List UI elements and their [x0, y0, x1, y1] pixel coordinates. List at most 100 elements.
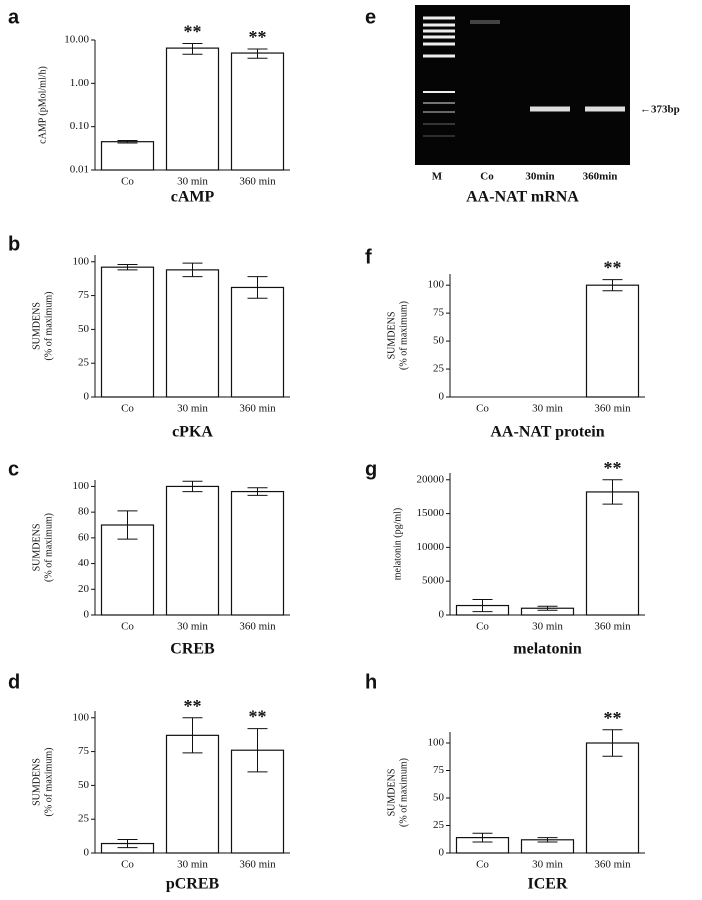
- lane-label: 30min: [525, 171, 554, 183]
- error-bar: [247, 487, 268, 496]
- y-tick-label: 100: [428, 279, 445, 291]
- bar: [230, 490, 285, 616]
- error-bar: [472, 598, 493, 613]
- error-bar: [117, 139, 138, 144]
- panel-letter: e: [365, 6, 376, 28]
- x-tick-label: 360 min: [239, 176, 276, 188]
- gel-image: [415, 5, 630, 165]
- y-tick-label: 25: [433, 819, 445, 831]
- y-tick-label: 75: [433, 764, 445, 776]
- y-tick-label: 25: [78, 813, 90, 825]
- error-bar: [602, 729, 623, 757]
- panel-letter: a: [8, 6, 20, 28]
- bar: [100, 524, 155, 616]
- y-tick-label: 25: [433, 363, 445, 375]
- y-axis-label: (% of maximum): [398, 758, 409, 827]
- bar: [585, 491, 640, 616]
- y-tick-label: 10000: [417, 541, 445, 553]
- y-tick-label: 100: [428, 737, 445, 749]
- significance-marker: **: [249, 27, 267, 47]
- y-tick-label: 100: [73, 711, 90, 723]
- ladder: [423, 16, 455, 137]
- bar: [100, 266, 155, 398]
- y-tick-label: 0: [439, 847, 445, 859]
- bar: [165, 734, 220, 854]
- y-axis-label: (% of maximum): [398, 301, 409, 370]
- error-bar: [602, 279, 623, 292]
- y-tick-label: 0: [84, 847, 90, 859]
- y-tick-label: 25: [78, 357, 90, 369]
- x-tick-label: 30 min: [177, 403, 208, 415]
- y-tick-label: 50: [433, 335, 445, 347]
- significance-marker: **: [604, 708, 622, 728]
- chart-title: cPKA: [172, 424, 213, 441]
- bar: [585, 284, 640, 398]
- error-bar: [537, 605, 558, 611]
- x-tick-label: Co: [121, 621, 134, 633]
- y-tick-label: 15000: [417, 507, 445, 519]
- bar: [230, 286, 285, 398]
- error-bar: [182, 43, 203, 55]
- error-bar: [182, 480, 203, 493]
- x-tick-label: Co: [121, 859, 134, 871]
- bar: [230, 52, 285, 171]
- y-axis-label: (% of maximum): [43, 292, 54, 361]
- panel-letter: b: [8, 233, 20, 255]
- error-bar: [182, 717, 203, 754]
- y-tick-label: 10.00: [64, 34, 89, 46]
- y-tick-label: 50: [78, 779, 90, 791]
- y-axis-label: (% of maximum): [43, 748, 54, 817]
- significance-marker: **: [184, 22, 202, 42]
- y-tick-label: 0: [84, 391, 90, 403]
- bar: [100, 141, 155, 171]
- error-bar: [182, 262, 203, 278]
- y-tick-label: 20000: [417, 473, 445, 485]
- x-tick-label: 360 min: [239, 859, 276, 871]
- chart-title: ICER: [527, 876, 567, 893]
- bar: [165, 485, 220, 616]
- lane-label: 360min: [583, 171, 618, 183]
- bar: [165, 269, 220, 398]
- y-tick-label: 80: [78, 506, 90, 518]
- x-tick-label: 30 min: [532, 403, 563, 415]
- chart-title: cAMP: [171, 189, 215, 206]
- chart-title: AA-NAT protein: [490, 424, 604, 441]
- y-tick-label: 40: [78, 557, 90, 569]
- bar: [585, 742, 640, 854]
- y-tick-label: 75: [78, 745, 90, 757]
- y-axis-label: SUMDENS: [386, 312, 397, 360]
- y-tick-label: 5000: [422, 575, 445, 587]
- panel-letter: d: [8, 671, 20, 693]
- y-axis-label: SUMDENS: [386, 769, 397, 817]
- x-tick-label: 360 min: [594, 859, 631, 871]
- y-tick-label: 0: [439, 609, 445, 621]
- x-tick-label: 360 min: [594, 621, 631, 633]
- y-tick-label: 0.01: [70, 164, 89, 176]
- x-tick-label: Co: [476, 403, 489, 415]
- x-tick-label: 30 min: [532, 859, 563, 871]
- chart-title: melatonin: [513, 641, 582, 658]
- y-axis-label: cAMP (pMol/ml/h): [37, 66, 48, 144]
- lane-label: M: [432, 171, 443, 183]
- panel-letter: g: [365, 458, 377, 480]
- panel-letter: h: [365, 671, 377, 693]
- y-axis-label: SUMDENS: [31, 302, 42, 350]
- x-tick-label: Co: [476, 859, 489, 871]
- error-bar: [247, 728, 268, 773]
- x-tick-label: Co: [476, 621, 489, 633]
- significance-marker: **: [604, 458, 622, 478]
- y-tick-label: 75: [433, 307, 445, 319]
- y-tick-label: 0.10: [70, 120, 90, 132]
- significance-marker: **: [249, 707, 267, 727]
- significance-marker: **: [184, 696, 202, 716]
- chart-title: pCREB: [166, 876, 220, 893]
- x-tick-label: 360 min: [239, 621, 276, 633]
- error-bar: [537, 837, 558, 843]
- y-axis-label: melatonin (pg/ml): [392, 508, 403, 581]
- y-tick-label: 50: [433, 792, 445, 804]
- panel-letter: f: [365, 246, 372, 268]
- error-bar: [247, 276, 268, 299]
- y-tick-label: 20: [78, 583, 90, 595]
- y-tick-label: 100: [73, 480, 90, 492]
- x-tick-label: 360 min: [239, 403, 276, 415]
